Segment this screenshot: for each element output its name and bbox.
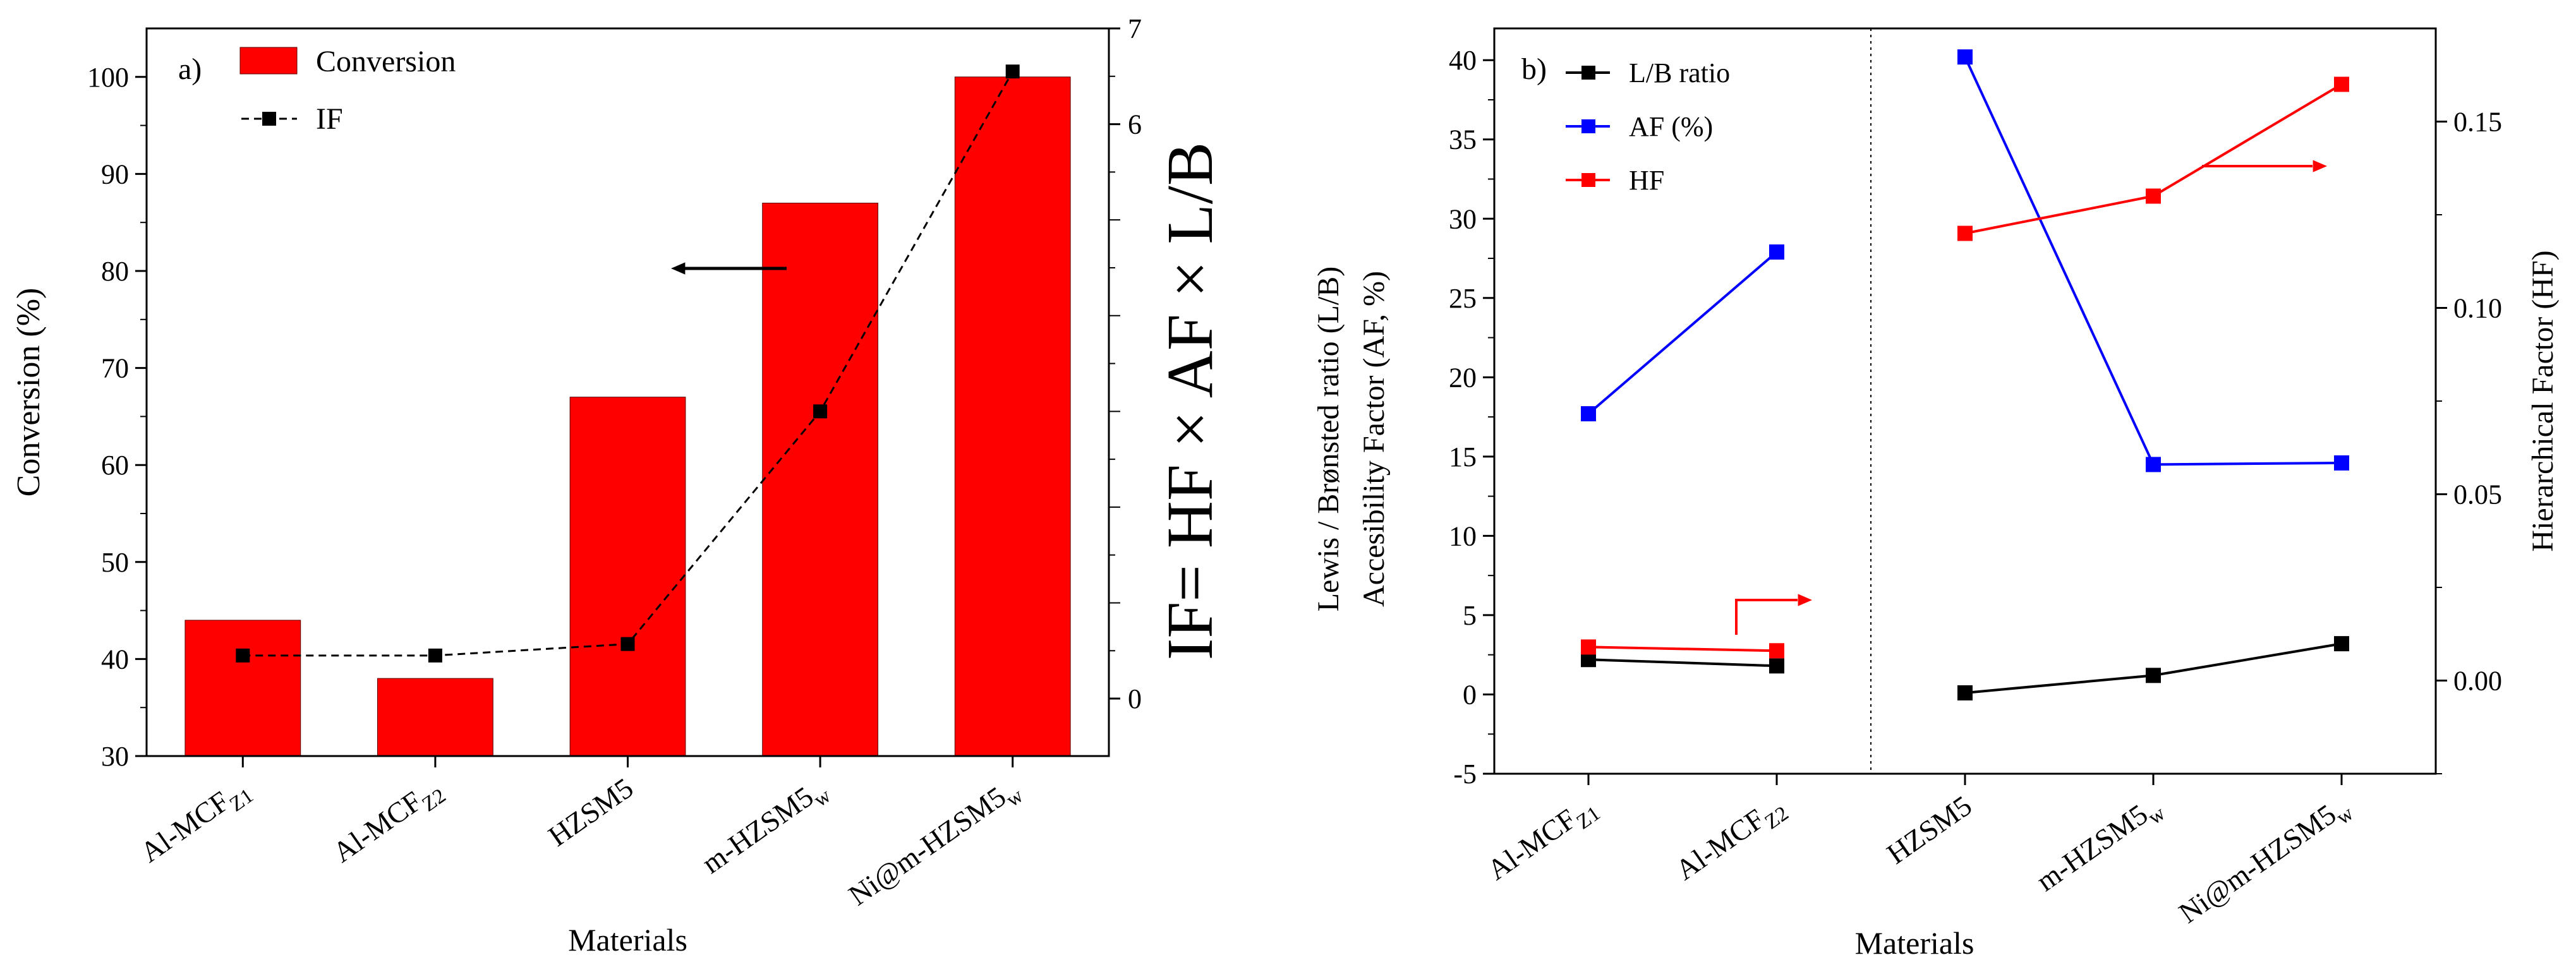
conversion-bar-1 bbox=[377, 678, 493, 757]
x-axis-title: Materials bbox=[1855, 925, 1974, 961]
y-tick-label: 25 bbox=[1449, 283, 1477, 314]
series-1-point-1 bbox=[1769, 244, 1784, 260]
right-axis-arrow-1-shaft bbox=[1735, 599, 1798, 635]
series-0-point-1 bbox=[1769, 658, 1784, 674]
y-tick-label: 90 bbox=[101, 159, 129, 189]
if-point-3 bbox=[813, 404, 828, 419]
right-axis-arrow-2-head bbox=[2313, 160, 2327, 172]
y-tick-label: 10 bbox=[1449, 520, 1477, 551]
legend-swatch-conversion bbox=[239, 47, 298, 75]
x-tick-label-3-main: m-HZSM5 bbox=[2031, 798, 2154, 898]
series-2-point-4 bbox=[2334, 76, 2349, 92]
y-tick-label: 40 bbox=[1449, 45, 1477, 76]
if-point-0 bbox=[236, 648, 250, 663]
y-tick-label: 70 bbox=[101, 353, 129, 384]
y-tick-label: 20 bbox=[1449, 362, 1477, 393]
series-1-point-3 bbox=[2146, 457, 2161, 472]
series-0-point-3 bbox=[2146, 668, 2161, 683]
panel-a: 30 40 50 60 70 80 90 100 0 6 7 Al-MCFZ1 Al-MCFZ2 HZSM… bbox=[11, 13, 1226, 958]
y-tick-label: 50 bbox=[101, 547, 129, 578]
right-axis-arrow-1-head bbox=[1798, 594, 1812, 606]
series-0-point-2 bbox=[1957, 685, 1973, 700]
left-axis-arrow-head bbox=[671, 262, 686, 275]
x-tick-label-0: Al-MCFZ1 bbox=[135, 771, 258, 874]
x-tick-label-1: Al-MCFZ2 bbox=[327, 771, 450, 874]
legend-label-if: IF bbox=[316, 102, 343, 136]
y-tick-label: 30 bbox=[1449, 203, 1477, 234]
if-point-1 bbox=[428, 648, 442, 663]
conversion-bar-4 bbox=[954, 76, 1071, 757]
series-2-point-2 bbox=[1957, 225, 1973, 241]
y2-tick-label: 0.10 bbox=[2453, 293, 2502, 324]
if-point-4 bbox=[1005, 64, 1020, 79]
panel-label: a) bbox=[178, 52, 202, 86]
series-0-point-4 bbox=[2334, 636, 2349, 652]
panel-label: b) bbox=[1521, 52, 1547, 86]
series-2-point-3 bbox=[2146, 188, 2161, 204]
y2-tick-label: 0.05 bbox=[2453, 479, 2502, 510]
x-tick-label-4: Ni@m-HZSM5w bbox=[843, 771, 1027, 916]
legend-label-1: AF (%) bbox=[1629, 111, 1713, 142]
series-0-line-group-0 bbox=[1588, 658, 1777, 668]
x-tick-label-4: Ni@m-HZSM5w bbox=[2173, 789, 2357, 934]
series-2-line-group-0 bbox=[1588, 646, 1777, 652]
x-tick-label-2: HZSM5 bbox=[1881, 789, 1978, 870]
y-tick-label: 60 bbox=[101, 450, 129, 481]
if-point-2 bbox=[620, 637, 635, 651]
series-1-line-group-0 bbox=[1587, 251, 1778, 415]
y2-tick-label: 6 bbox=[1128, 109, 1142, 140]
x-tick-label-0: Al-MCFZ1 bbox=[1482, 789, 1605, 891]
y-tick-label: 40 bbox=[101, 644, 129, 675]
y2-axis-title: IF= HF × AF × L/B bbox=[1154, 142, 1226, 660]
x-tick-label-2-main: HZSM5 bbox=[1881, 789, 1978, 870]
x-tick-label-0-main: Al-MCF bbox=[1482, 802, 1582, 886]
y-tick-label: 15 bbox=[1449, 441, 1477, 472]
y2-axis-title: Hierarchical Factor (HF) bbox=[2526, 250, 2560, 551]
y2-tick-label: 0.15 bbox=[2453, 107, 2502, 138]
conversion-bar-3 bbox=[762, 202, 878, 757]
x-tick-label-3: m-HZSM5w bbox=[2031, 789, 2170, 903]
series-2-point-0 bbox=[1581, 639, 1596, 655]
legend-label-conversion: Conversion bbox=[316, 45, 456, 78]
legend-swatch-marker-2 bbox=[1581, 173, 1595, 187]
x-tick-label-4-main: Ni@m-HZSM5 bbox=[843, 780, 1012, 911]
y2-tick-label: 7 bbox=[1128, 13, 1142, 44]
x-tick-label-0-main: Al-MCF bbox=[135, 784, 235, 868]
x-tick-label-4-main: Ni@m-HZSM5 bbox=[2173, 798, 2342, 929]
y-tick-label: 100 bbox=[87, 62, 129, 93]
conversion-bar-2 bbox=[569, 397, 686, 757]
legend-swatch-marker-1 bbox=[1581, 119, 1595, 133]
x-tick-label-2: HZSM5 bbox=[542, 771, 639, 852]
series-2-line-group-1 bbox=[1964, 83, 2343, 235]
panel-b: -5 0 5 10 15 20 25 30 35 40 0.00 0.05 0.10 0.15 Al-MCF… bbox=[1312, 27, 2560, 961]
x-axis-title: Materials bbox=[568, 922, 687, 958]
series-1-point-0 bbox=[1581, 406, 1596, 422]
x-tick-label-3: m-HZSM5w bbox=[696, 771, 835, 885]
y-tick-label: 80 bbox=[101, 256, 129, 287]
y-axis-title-line-2: Accesibility Factor (AF, %) bbox=[1357, 271, 1391, 607]
legend-label-2: HF bbox=[1629, 165, 1664, 196]
y-axis-title-line-1: Lewis / Brønsted ratio (L/B) bbox=[1312, 267, 1345, 612]
legend-label-0: L/B ratio bbox=[1629, 57, 1730, 88]
y-tick-label: 30 bbox=[101, 741, 129, 772]
series-2-point-1 bbox=[1769, 643, 1784, 659]
legend-swatch-marker-0 bbox=[1581, 66, 1595, 80]
legend-swatch-if-marker bbox=[262, 112, 276, 126]
x-tick-label-1: Al-MCFZ2 bbox=[1670, 789, 1793, 891]
series-1-point-2 bbox=[1957, 49, 1973, 65]
y-axis-title: Conversion (%) bbox=[11, 288, 47, 497]
x-tick-label-3-main: m-HZSM5 bbox=[696, 780, 819, 880]
y-tick-label: 5 bbox=[1463, 600, 1477, 631]
y-tick-label: -5 bbox=[1453, 759, 1477, 790]
series-1-point-4 bbox=[2334, 455, 2349, 471]
y-tick-label: 0 bbox=[1463, 679, 1477, 710]
y-tick-label: 35 bbox=[1449, 124, 1477, 155]
y2-tick-label: 0 bbox=[1128, 683, 1142, 714]
x-tick-label-2-main: HZSM5 bbox=[542, 771, 639, 852]
conversion-bar-0 bbox=[184, 620, 301, 757]
x-tick-label-1-main: Al-MCF bbox=[327, 784, 428, 868]
x-tick-label-1-main: Al-MCF bbox=[1670, 802, 1770, 886]
y2-tick-label: 0.00 bbox=[2453, 666, 2502, 697]
